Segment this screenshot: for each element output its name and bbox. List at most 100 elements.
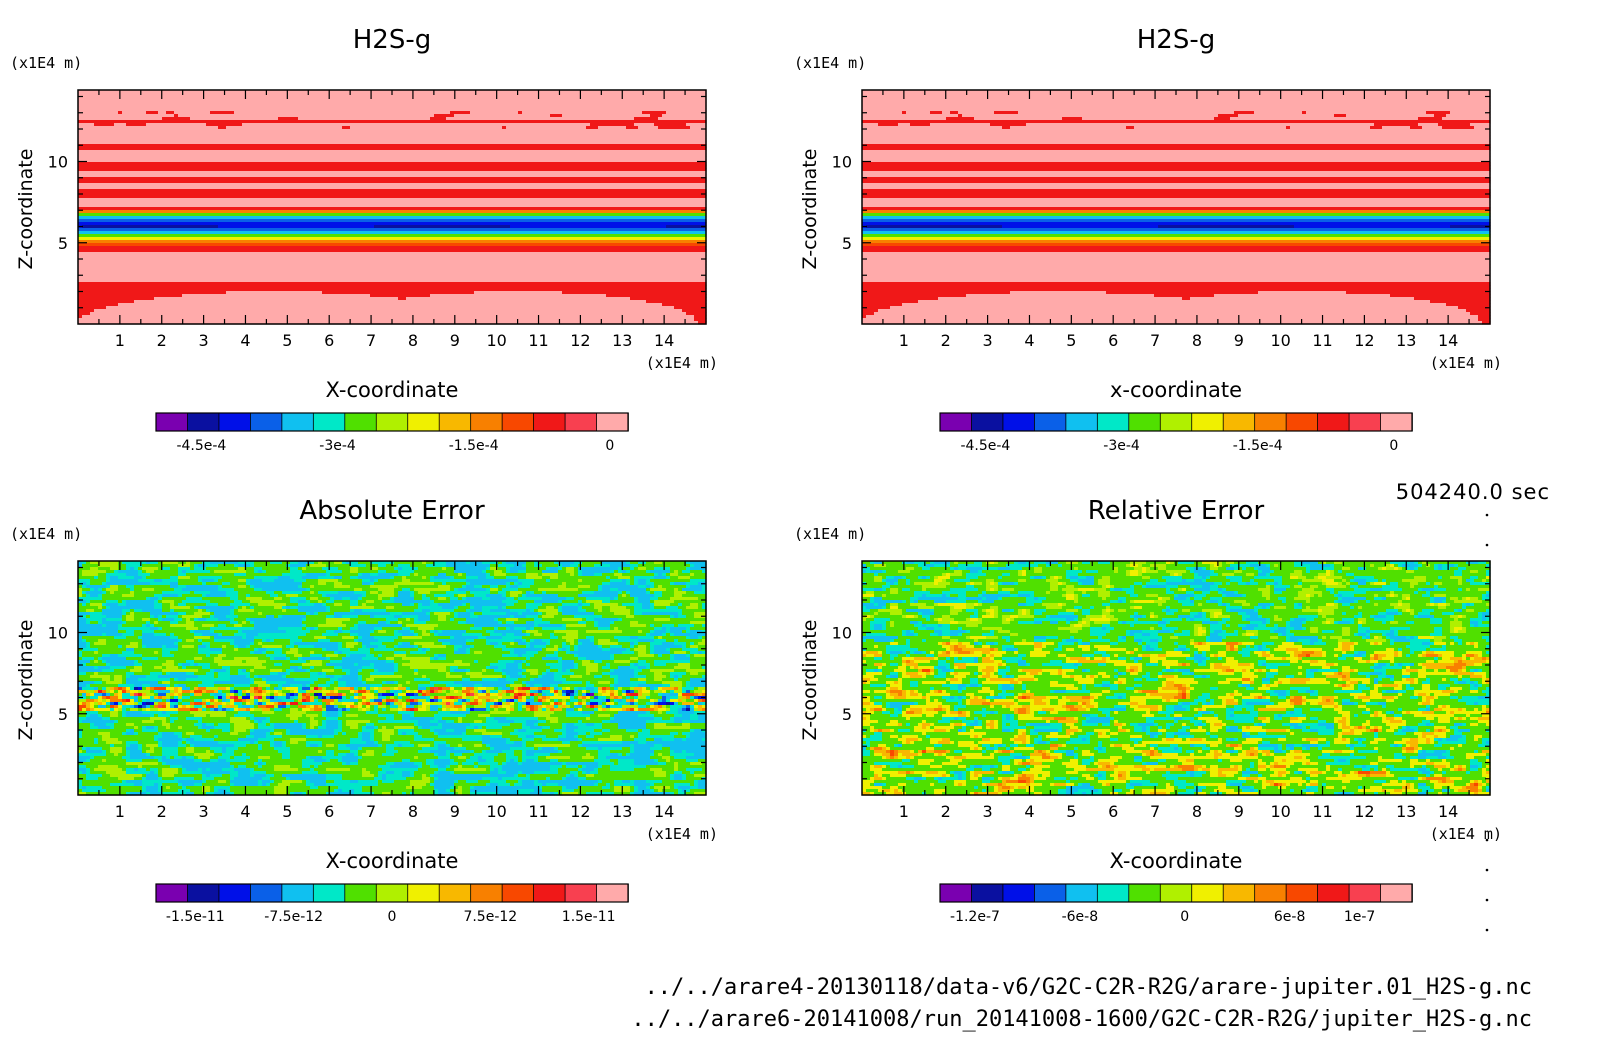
heatmap-cell xyxy=(358,561,371,565)
heatmap-cell xyxy=(182,741,187,745)
heatmap-cell xyxy=(462,699,467,703)
heatmap-cell xyxy=(310,597,319,601)
heatmap-cell xyxy=(470,750,475,754)
heatmap-cell xyxy=(126,747,139,751)
heatmap-cell xyxy=(414,690,419,694)
heatmap-cell xyxy=(262,570,267,574)
heatmap-cell xyxy=(366,705,371,709)
heatmap-cell xyxy=(338,567,351,571)
heatmap-cell xyxy=(546,687,551,691)
heatmap-cell xyxy=(322,711,327,715)
heatmap-cell xyxy=(278,672,287,676)
heatmap-cell xyxy=(290,756,307,760)
heatmap-cell xyxy=(662,744,707,748)
heatmap-cell xyxy=(154,696,159,700)
heatmap-cell xyxy=(78,267,707,271)
heatmap-cell xyxy=(250,645,263,649)
heatmap-cell xyxy=(466,594,475,598)
heatmap-cell xyxy=(134,723,163,727)
heatmap-cell xyxy=(138,678,171,682)
heatmap-cell xyxy=(462,765,475,769)
heatmap-cell xyxy=(522,660,527,664)
heatmap-cell xyxy=(610,705,623,709)
heatmap-cell xyxy=(242,693,247,697)
heatmap-cell xyxy=(550,687,555,691)
heatmap-cell xyxy=(190,561,203,565)
heatmap-cell xyxy=(278,750,291,754)
heatmap-cell xyxy=(558,687,563,691)
heatmap-cell xyxy=(654,714,675,718)
heatmap-cell xyxy=(550,753,587,757)
heatmap-cell xyxy=(126,615,135,619)
heatmap-cell xyxy=(610,654,615,658)
heatmap-cell xyxy=(290,711,307,715)
heatmap-cell xyxy=(194,747,211,751)
heatmap-cell xyxy=(86,600,91,604)
heatmap-cell xyxy=(326,753,335,757)
heatmap-cell xyxy=(538,615,543,619)
heatmap-cell xyxy=(554,672,575,676)
heatmap-cell xyxy=(650,570,671,574)
heatmap-cell xyxy=(434,732,439,736)
heatmap-cell xyxy=(166,726,171,730)
heatmap-cell xyxy=(370,573,379,577)
heatmap-cell xyxy=(326,675,335,679)
x-tick-label: 12 xyxy=(570,331,590,350)
heatmap-cell xyxy=(414,726,419,730)
heatmap-cell xyxy=(178,693,183,697)
heatmap-cell xyxy=(202,717,231,721)
heatmap-cell xyxy=(394,657,403,661)
heatmap-cell xyxy=(566,729,575,733)
heatmap-cell xyxy=(254,714,287,718)
heatmap-cell xyxy=(362,582,371,586)
heatmap-cell xyxy=(142,774,147,778)
heatmap-cell xyxy=(90,756,95,760)
heatmap-cell xyxy=(418,699,427,703)
heatmap-cell xyxy=(622,603,643,607)
heatmap-cell xyxy=(326,672,347,676)
heatmap-cell xyxy=(654,738,663,742)
heatmap-cell xyxy=(326,702,331,706)
heatmap-cell xyxy=(386,771,395,775)
heatmap-cell xyxy=(862,321,1483,325)
heatmap-cell xyxy=(166,672,171,676)
heatmap-cell xyxy=(342,636,355,640)
heatmap-cell xyxy=(614,636,631,640)
heatmap-cell xyxy=(898,123,911,127)
heatmap-cell xyxy=(430,600,435,604)
heatmap-cell xyxy=(434,699,439,703)
heatmap-cell xyxy=(370,648,375,652)
heatmap-cell xyxy=(146,699,151,703)
heatmap-cell xyxy=(450,585,463,589)
heatmap-cell xyxy=(194,738,215,742)
heatmap-cell xyxy=(466,756,471,760)
heatmap-cell xyxy=(862,159,1491,163)
heatmap-cell xyxy=(578,663,583,667)
heatmap-cell xyxy=(266,705,275,709)
heatmap-cell xyxy=(110,705,115,709)
heatmap-cell xyxy=(430,597,439,601)
heatmap-cell xyxy=(254,585,299,589)
heatmap-cell xyxy=(534,759,539,763)
heatmap-cell xyxy=(510,759,515,763)
heatmap-cell xyxy=(346,708,351,712)
heatmap-cell xyxy=(154,714,159,718)
heatmap-cell xyxy=(526,675,539,679)
heatmap-cell xyxy=(362,657,379,661)
heatmap-cell xyxy=(98,732,111,736)
heatmap-cell xyxy=(638,639,655,643)
heatmap-cell xyxy=(422,726,431,730)
heatmap-cell xyxy=(334,705,339,709)
heatmap-cell xyxy=(406,654,435,658)
heatmap-cell xyxy=(78,102,707,106)
heatmap-cell xyxy=(530,696,535,700)
heatmap-cell xyxy=(610,663,631,667)
heatmap-cell xyxy=(374,669,379,673)
heatmap-cell xyxy=(82,582,87,586)
heatmap-cell xyxy=(550,666,563,670)
heatmap-cell xyxy=(146,705,151,709)
heatmap-cell xyxy=(150,717,167,721)
heatmap-cell xyxy=(474,693,479,697)
heatmap-cell xyxy=(78,243,707,247)
heatmap-cell xyxy=(78,294,183,298)
